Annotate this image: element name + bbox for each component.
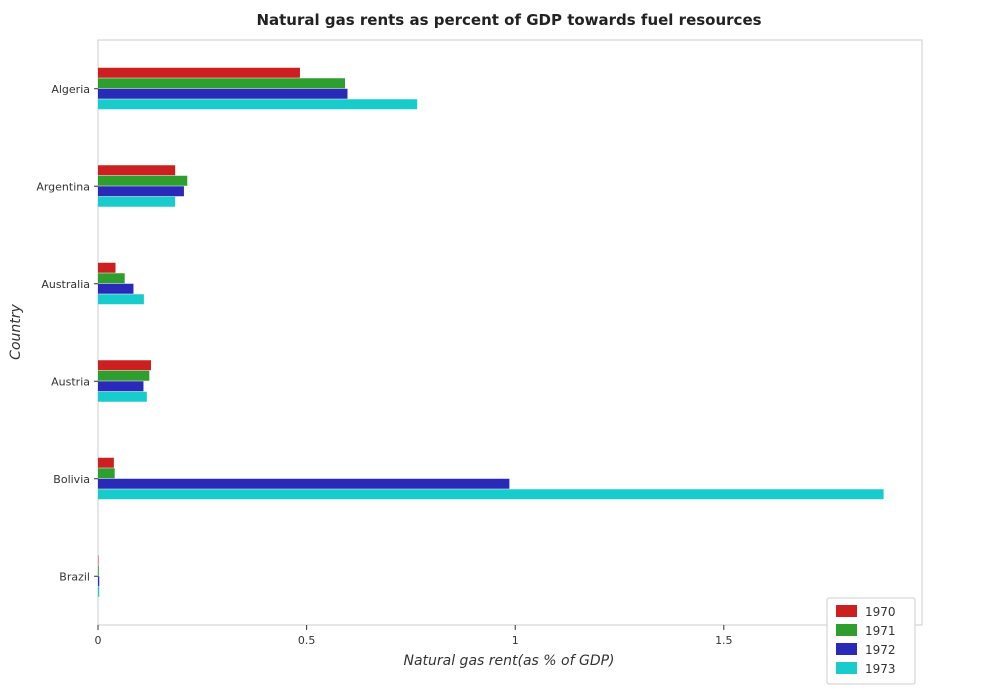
bar-australia-1972 [98,283,134,294]
bar-bolivia-1973 [98,489,884,500]
y-tick-label: Argentina [36,180,90,193]
legend: 1970 1971 1972 1973 [826,597,916,685]
bar-algeria-1972 [98,88,348,99]
bar-argentina-1973 [98,196,176,207]
y-tick-label: Bolivia [53,473,90,486]
y-tick-label: Brazil [59,570,90,583]
bar-brazil-1971 [98,565,99,576]
legend-swatch-1970 [836,605,857,617]
x-tick-label: 0.5 [298,634,316,647]
bar-brazil-1973 [98,586,100,597]
bar-argentina-1971 [98,175,188,186]
bar-algeria-1970 [98,67,300,78]
bar-algeria-1971 [98,78,345,89]
bar-australia-1973 [98,294,144,305]
y-tick-label: Australia [41,278,90,291]
bar-bolivia-1971 [98,468,115,479]
y-axis: Algeria Argentina Australia Austria Bolivia B… [36,83,98,583]
legend-swatch-1973 [836,662,857,674]
x-axis-label: Natural gas rent(as % of GDP) [403,653,614,669]
bar-brazil-1972 [98,576,100,587]
bar-austria-1972 [98,381,144,392]
bar-brazil-1970 [98,555,99,566]
bar-bolivia-1970 [98,457,114,468]
bar-austria-1970 [98,360,151,371]
bars-layer [98,67,884,597]
bar-argentina-1970 [98,165,176,176]
bar-bolivia-1972 [98,478,510,489]
legend-label-1972: 1972 [865,643,896,657]
bar-argentina-1972 [98,186,184,197]
y-tick-label: Austria [51,375,90,388]
legend-swatch-1971 [836,624,857,636]
bar-australia-1970 [98,262,116,273]
bar-australia-1971 [98,273,125,284]
y-axis-label: Country [8,303,24,359]
x-tick-label: 0 [95,634,102,647]
x-tick-label: 1 [512,634,519,647]
bar-austria-1971 [98,370,150,381]
x-tick-label: 1.5 [715,634,733,647]
legend-label-1970: 1970 [865,605,896,619]
y-tick-label: Algeria [51,83,90,96]
plot-area [97,39,923,626]
legend-label-1971: 1971 [865,624,896,638]
chart-title: Natural gas rents as percent of GDP towa… [256,11,761,29]
legend-swatch-1972 [836,643,857,655]
x-axis: 0 0.5 1 1.5 [95,625,733,647]
bar-austria-1973 [98,391,147,402]
bar-algeria-1973 [98,99,418,110]
legend-label-1973: 1973 [865,662,896,676]
